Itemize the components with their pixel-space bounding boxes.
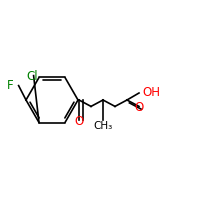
Text: OH: OH — [142, 86, 160, 99]
Text: Cl: Cl — [27, 70, 38, 83]
Text: F: F — [7, 79, 14, 92]
Text: O: O — [74, 115, 84, 128]
Text: CH₃: CH₃ — [93, 121, 113, 131]
Text: O: O — [134, 101, 144, 114]
